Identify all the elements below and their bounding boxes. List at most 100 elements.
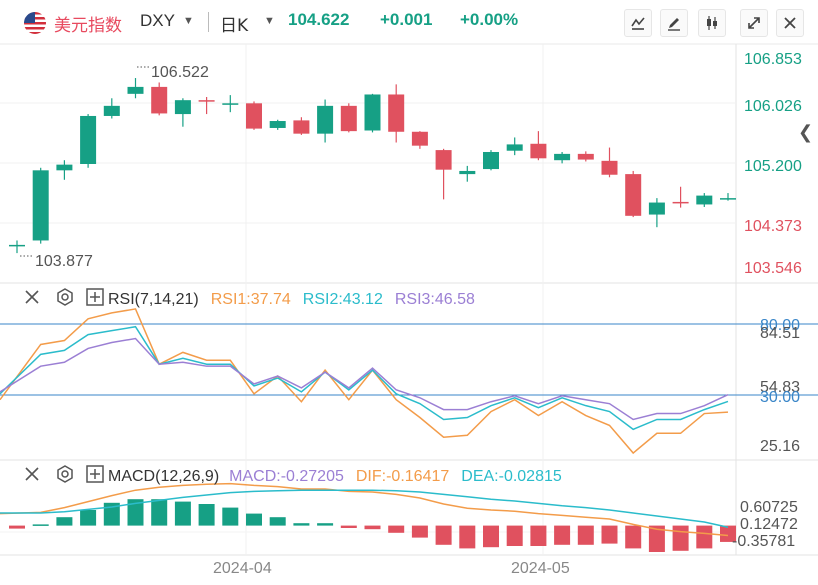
macd-bar (411, 525, 428, 538)
settings-gear-icon[interactable] (56, 288, 74, 311)
macd-bar (364, 525, 381, 530)
price-change-pct: +0.00% (460, 10, 519, 29)
candle-body (127, 86, 144, 94)
close-panel-icon[interactable] (24, 466, 40, 487)
dea-line (0, 489, 729, 529)
candle-body (32, 170, 49, 241)
candle-body (9, 244, 25, 247)
candle-body (483, 151, 499, 170)
macd-bar (577, 525, 594, 545)
macd-bar (246, 513, 262, 526)
candle-body (198, 100, 215, 102)
candle-body (625, 174, 642, 216)
add-indicator-icon[interactable] (86, 288, 104, 311)
macd-axis-label: 0.60725 (740, 499, 798, 516)
price-axis-label: 103.546 (744, 260, 802, 277)
draw-button[interactable] (660, 9, 688, 37)
candle-body (364, 94, 381, 131)
candle-type-button[interactable] (698, 9, 726, 37)
candle-body (340, 105, 357, 132)
period-selector[interactable]: 日K (220, 16, 249, 36)
rsi3-line (0, 337, 729, 421)
candle-body (530, 143, 547, 159)
candle-body (269, 121, 286, 128)
macd-bar (696, 525, 713, 549)
macd-histogram (9, 499, 736, 552)
candle-body (388, 94, 405, 132)
rsi-panel-header: RSI(7,14,21) RSI1:37.74 RSI2:43.12 RSI3:… (24, 288, 475, 311)
candle-body (459, 170, 476, 175)
candle-body (317, 105, 334, 134)
macd-bar (648, 525, 665, 552)
candle-body (720, 198, 736, 200)
candle-body (174, 100, 191, 115)
macd-bar (554, 525, 571, 545)
candle-body (554, 153, 571, 161)
candle-body (293, 120, 310, 134)
symbol-dropdown-icon[interactable]: ▼ (183, 15, 194, 27)
macd-bar (601, 525, 618, 544)
rsi2-value: RSI2:43.12 (302, 290, 383, 308)
rsi3-value: RSI3:46.58 (394, 290, 475, 308)
macd-bar (625, 525, 642, 549)
macd-panel-header: MACD(12,26,9) MACD:-0.27205 DIF:-0.16417… (24, 465, 562, 488)
macd-bar (340, 525, 357, 528)
rsi-axis-label: 54.83 (760, 379, 800, 396)
macd-title: MACD(12,26,9) (108, 467, 220, 485)
rsi2-line (0, 325, 729, 431)
candle-body (648, 202, 665, 215)
candle-body (151, 86, 168, 114)
symbol-code[interactable]: DXY (140, 11, 175, 30)
indicator-button[interactable] (624, 9, 652, 37)
dif-line (0, 482, 729, 537)
toolbar-divider (208, 12, 209, 32)
candle-body (506, 144, 523, 151)
candle-body (411, 131, 428, 146)
macd-bar (530, 525, 547, 546)
low-price-label: 103.877 (35, 253, 93, 270)
price-change: +0.001 (380, 10, 433, 29)
macd-bar (127, 499, 144, 526)
macd-value: MACD:-0.27205 (229, 467, 344, 485)
candle-body (246, 103, 262, 129)
candle-body (601, 160, 618, 175)
macd-bar (317, 523, 334, 526)
dea-value: DEA:-0.02815 (461, 467, 562, 485)
add-indicator-icon[interactable] (86, 465, 104, 488)
macd-bar (174, 501, 191, 526)
rsi-axis-label: 84.51 (760, 325, 800, 342)
rsi-axis-label: 30.00 (760, 389, 800, 406)
candle-body (435, 150, 452, 170)
settings-gear-icon[interactable] (56, 465, 74, 488)
rsi-axis-label: 25.16 (760, 438, 800, 455)
symbol-name[interactable]: 美元指数 (54, 16, 122, 36)
price-axis-label: 105.200 (744, 158, 802, 175)
candlestick-series (9, 78, 736, 254)
macd-axis-label: 0.12472 (740, 516, 798, 533)
chart-toolbar: 美元指数 DXY ▼ 日K ▼ 104.622 +0.001 +0.00% (0, 0, 818, 44)
macd-bar (103, 502, 120, 526)
price-axis-label: 106.026 (744, 98, 802, 115)
macd-bar (222, 507, 239, 526)
expand-panel-chevron-icon[interactable]: ❮ (798, 122, 814, 142)
macd-bar (80, 510, 97, 526)
candle-type-icon (707, 16, 717, 30)
close-chart-button[interactable] (776, 9, 804, 37)
close-panel-icon[interactable] (24, 289, 40, 310)
time-axis-label: 2024-05 (511, 560, 570, 577)
period-dropdown-icon[interactable]: ▼ (264, 15, 275, 27)
us-flag-icon (24, 12, 46, 34)
price-axis-label: 106.853 (744, 51, 802, 68)
fullscreen-button[interactable] (740, 9, 768, 37)
close-icon (784, 17, 796, 29)
high-price-label: 106.522 (151, 64, 209, 81)
indicator-icon (631, 17, 645, 30)
macd-bar (506, 525, 523, 546)
macd-bar (388, 525, 405, 533)
candle-body (80, 115, 97, 164)
rsi-title: RSI(7,14,21) (108, 290, 199, 308)
macd-bar (151, 499, 168, 526)
fullscreen-icon (748, 17, 760, 29)
macd-bar (9, 525, 25, 529)
